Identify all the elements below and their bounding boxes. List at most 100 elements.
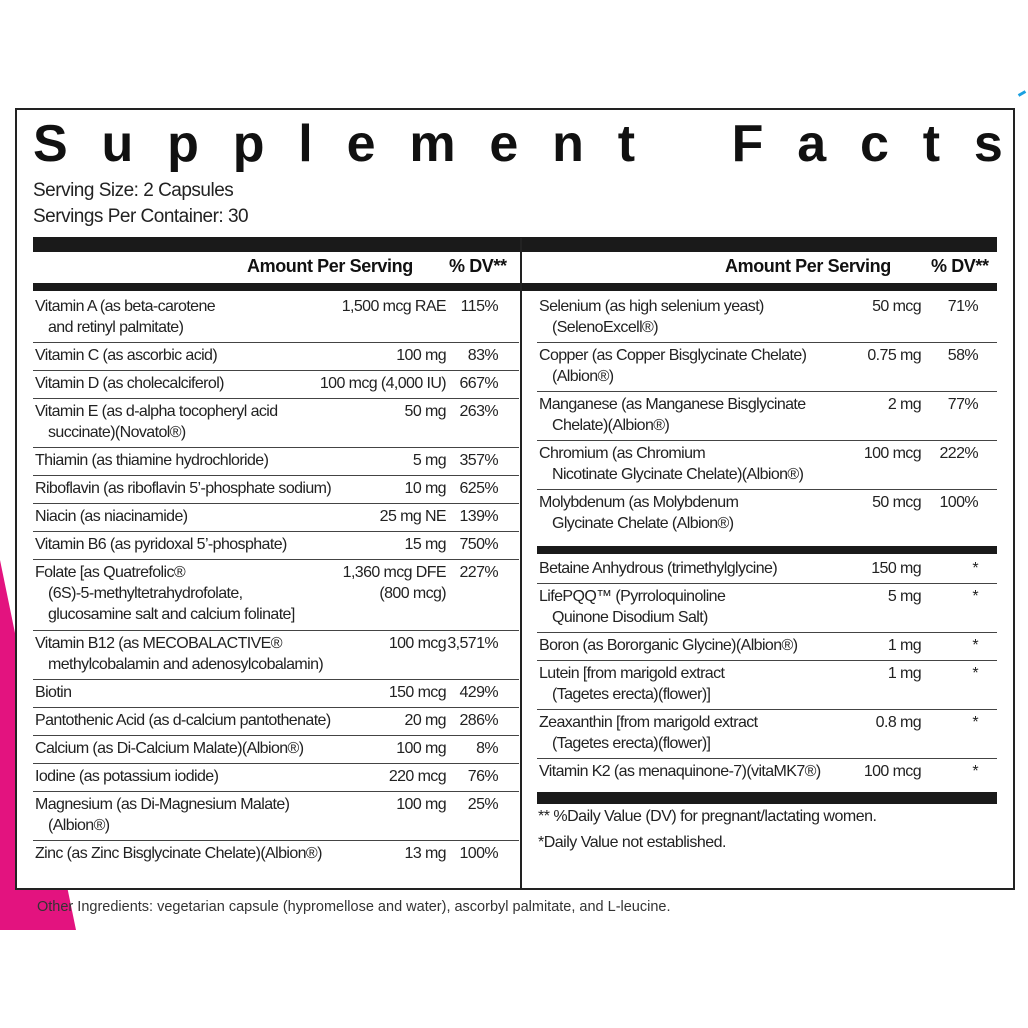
nutrient-amount: 50 mcg — [872, 492, 921, 513]
nutrient-amount: 25 mg NE — [380, 506, 447, 527]
title-letter: u — [101, 115, 134, 173]
left-header-dv: % DV** — [449, 256, 507, 276]
amount-line: 5 mg — [412, 452, 447, 469]
nutrient-row: Zeaxanthin [from marigold extract (Tagete… — [537, 710, 997, 759]
nutrient-dv: 750% — [459, 536, 498, 553]
nutrient-name: Vitamin K2 (as menaquinone-7)(vitaMK7®) — [539, 761, 821, 782]
nutrient-dv: * — [972, 588, 978, 605]
nutrient-name: Iodine (as potassium iodide) — [35, 766, 219, 787]
nutrient-dv: 625% — [459, 480, 498, 497]
nutrient-name-line: Lutein [from marigold extract — [539, 665, 725, 682]
nutrient-amount: 100 mcg — [389, 633, 447, 654]
nutrient-dv: 76% — [467, 768, 499, 785]
nutrient-dv: 357% — [459, 452, 498, 469]
nutrient-row: Vitamin D (as cholecalciferol) 100 mcg (4… — [33, 371, 519, 399]
title-letter: t — [922, 115, 941, 173]
nutrient-dv: 83% — [467, 347, 499, 364]
nutrient-amount: 0.8 mg — [876, 712, 922, 733]
nutrient-row: Betaine Anhydrous (trimethylglycine) 150 … — [537, 556, 997, 584]
footnote-not-established: *Daily Value not established. — [538, 834, 727, 851]
nutrient-name-line: Biotin — [35, 684, 72, 701]
nutrient-name-line: (Albion®) — [552, 368, 614, 385]
nutrient-name-line: (Tagetes erecta)(flower)] — [552, 735, 711, 752]
nutrient-name-line: Magnesium (as Di-Magnesium Malate) — [35, 796, 290, 813]
title-letter: c — [859, 115, 889, 173]
divider-thick — [33, 283, 997, 291]
nutrient-row: Folate [as Quatrefolic® (6S)-5-methyltetr… — [33, 560, 519, 631]
nutrient-name-line: Iodine (as potassium iodide) — [35, 768, 219, 785]
divider-thick — [537, 792, 997, 804]
right-header-amount: Amount Per Serving — [725, 256, 891, 276]
nutrient-name-line: Vitamin C (as ascorbic acid) — [35, 347, 218, 364]
nutrient-dv: 286% — [459, 712, 498, 729]
nutrient-name-line: Pantothenic Acid (as d-calcium pantothen… — [35, 712, 331, 729]
nutrient-dv: 100% — [939, 494, 978, 511]
title-letter: e — [489, 115, 519, 173]
nutrient-amount: 1,500 mcg RAE — [341, 296, 447, 317]
nutrient-row: Manganese (as Manganese Bisglycinate Chel… — [537, 392, 997, 441]
divider-thick — [33, 237, 997, 252]
amount-line: 5 mg — [887, 588, 922, 605]
title-letter: p — [232, 115, 265, 173]
amount-line: 50 mcg — [872, 298, 921, 315]
nutrient-amount: 0.75 mg — [867, 345, 921, 366]
nutrient-dv: 263% — [459, 403, 498, 420]
nutrient-dv: 8% — [476, 740, 499, 757]
nutrient-name-line: Vitamin D (as cholecalciferol) — [35, 375, 225, 392]
nutrient-name: Vitamin E (as d-alpha tocopheryl acid suc… — [35, 401, 278, 443]
amount-line: 150 mcg — [388, 684, 447, 701]
nutrient-name-line: Folate [as Quatrefolic® — [35, 564, 186, 581]
nutrient-amount: 150 mcg — [388, 682, 447, 703]
left-header-amount: Amount Per Serving — [247, 256, 413, 276]
nutrient-amount: 100 mg — [396, 794, 446, 815]
nutrient-row: Vitamin A (as beta-carotene and retinyl p… — [33, 294, 519, 343]
nutrient-amount: 100 mcg — [863, 761, 922, 782]
nutrient-row: LifePQQ™ (Pyrroloquinoline Quinone Disodi… — [537, 584, 997, 633]
nutrient-name-line: Nicotinate Glycinate Chelate)(Albion®) — [552, 466, 804, 483]
amount-line: 1,500 mcg RAE — [341, 298, 447, 315]
nutrient-amount: 50 mcg — [872, 296, 921, 317]
nutrient-name: Riboflavin (as riboflavin 5’-phosphate s… — [35, 478, 332, 499]
nutrient-row: Vitamin B12 (as MECOBALACTIVE® methylcoba… — [33, 631, 519, 680]
nutrient-name: Vitamin B6 (as pyridoxal 5’-phosphate) — [35, 534, 287, 555]
nutrient-dv: 227% — [459, 564, 498, 581]
nutrient-amount: 150 mg — [871, 558, 921, 579]
nutrient-name: Vitamin D (as cholecalciferol) — [35, 373, 225, 394]
nutrient-amount: 10 mg — [405, 478, 447, 499]
nutrient-dv: * — [972, 665, 978, 682]
nutrient-amount: 13 mg — [404, 843, 447, 864]
amount-line: 100 mcg — [863, 763, 922, 780]
nutrient-row: Chromium (as Chromium Nicotinate Glycinat… — [537, 441, 997, 490]
nutrient-dv: 100% — [459, 845, 498, 862]
title-letter: S — [33, 115, 68, 173]
nutrient-row: Iodine (as potassium iodide) 220 mcg 76% — [33, 764, 519, 792]
nutrient-name-line: (Tagetes erecta)(flower)] — [552, 686, 711, 703]
right-nutrient-list-other: Betaine Anhydrous (trimethylglycine) 150 … — [537, 556, 997, 786]
amount-line: 13 mg — [404, 845, 447, 862]
amount-line: 100 mcg — [863, 445, 922, 462]
nutrient-name-line: Betaine Anhydrous (trimethylglycine) — [539, 560, 778, 577]
nutrient-dv: * — [972, 560, 978, 577]
nutrient-name-line: LifePQQ™ (Pyrroloquinoline — [539, 588, 726, 605]
nutrient-amount: 2 mg — [888, 394, 922, 415]
nutrient-name: Niacin (as niacinamide) — [35, 506, 188, 527]
nutrient-name-line: Selenium (as high selenium yeast) — [539, 298, 764, 315]
nutrient-name-line: Zinc (as Zinc Bisglycinate Chelate)(Albi… — [35, 845, 322, 862]
nutrient-name: Manganese (as Manganese Bisglycinate Chel… — [539, 394, 806, 436]
nutrient-name-line: Zeaxanthin [from marigold extract — [539, 714, 758, 731]
nutrient-row: Molybdenum (as Molybdenum Glycinate Chela… — [537, 490, 997, 538]
nutrient-name-line: Vitamin A (as beta-carotene — [35, 298, 216, 315]
nutrient-dv: 3,571% — [447, 635, 498, 652]
serving-size: Serving Size: 2 Capsules — [33, 180, 234, 201]
right-header-dv: % DV** — [931, 256, 989, 276]
nutrient-name-line: and retinyl palmitate) — [48, 319, 184, 336]
nutrient-row: Niacin (as niacinamide) 25 mg NE 139% — [33, 504, 519, 532]
title-letter: l — [298, 115, 313, 173]
nutrient-amount: 20 mg — [405, 710, 447, 731]
nutrient-name-line: (6S)-5-methyltetrahydrofolate, — [48, 585, 243, 602]
nutrient-amount: 5 mg — [412, 450, 447, 471]
nutrient-row: Boron (as Bororganic Glycine)(Albion®) 1 … — [537, 633, 997, 661]
nutrient-name: Lutein [from marigold extract (Tagetes er… — [539, 663, 725, 705]
title-letter: e — [346, 115, 376, 173]
